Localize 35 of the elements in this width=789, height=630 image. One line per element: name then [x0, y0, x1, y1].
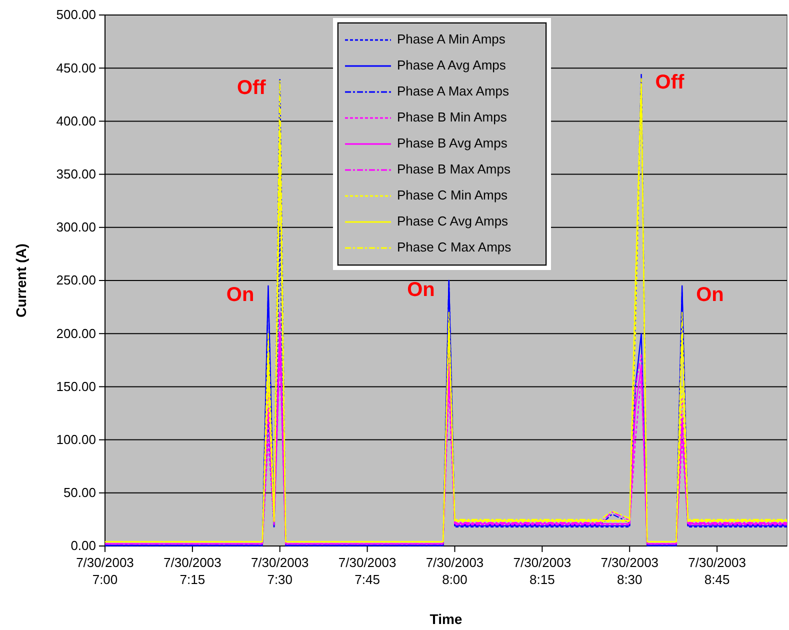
- legend-label: Phase C Avg Amps: [397, 213, 509, 228]
- annotation: On: [407, 278, 435, 301]
- x-tick-label: 7/30/2003 8:45: [688, 555, 746, 587]
- annotation: Off: [655, 72, 684, 94]
- x-tick-label: 7/30/2003 7:45: [338, 555, 396, 587]
- y-tick-label: 200.00: [56, 326, 96, 341]
- y-tick-label: 300.00: [56, 220, 96, 235]
- y-tick-label: 150.00: [56, 378, 96, 394]
- y-tick-label: 250.00: [56, 272, 96, 288]
- legend-label: Phase A Max Amps: [397, 83, 510, 98]
- legend-label: Phase C Max Amps: [397, 239, 512, 254]
- legend-label: Phase B Avg Amps: [397, 135, 508, 150]
- annotation: On: [696, 284, 724, 306]
- x-tick-label: 7/30/2003 8:30: [600, 555, 659, 587]
- y-tick-label: 100.00: [56, 432, 96, 447]
- y-axis-title: Current (A): [13, 244, 29, 318]
- x-tick-label: 7/30/2003 7:15: [164, 555, 222, 587]
- y-tick-label: 450.00: [56, 60, 96, 76]
- x-tick-label: 7/30/2003 7:00: [76, 555, 134, 587]
- legend-label: Phase C Min Amps: [397, 187, 508, 202]
- legend-label: Phase B Min Amps: [397, 109, 508, 124]
- x-tick-label: 7/30/2003 7:30: [250, 555, 309, 587]
- legend-label: Phase A Avg Amps: [397, 57, 506, 72]
- y-tick-label: 0.00: [70, 538, 96, 554]
- x-tick-label: 7/30/2003 8:00: [426, 555, 484, 587]
- y-tick-label: 500.00: [56, 7, 96, 22]
- annotation: On: [226, 284, 254, 306]
- y-tick-label: 50.00: [63, 485, 96, 500]
- y-tick-label: 350.00: [56, 166, 96, 182]
- y-tick-label: 400.00: [56, 113, 96, 128]
- annotation: Off: [236, 77, 266, 99]
- legend-label: Phase A Min Amps: [397, 31, 506, 46]
- legend-label: Phase B Max Amps: [397, 161, 511, 176]
- x-axis-title: Time: [430, 611, 462, 627]
- x-tick-label: 7/30/2003 8:15: [513, 555, 572, 587]
